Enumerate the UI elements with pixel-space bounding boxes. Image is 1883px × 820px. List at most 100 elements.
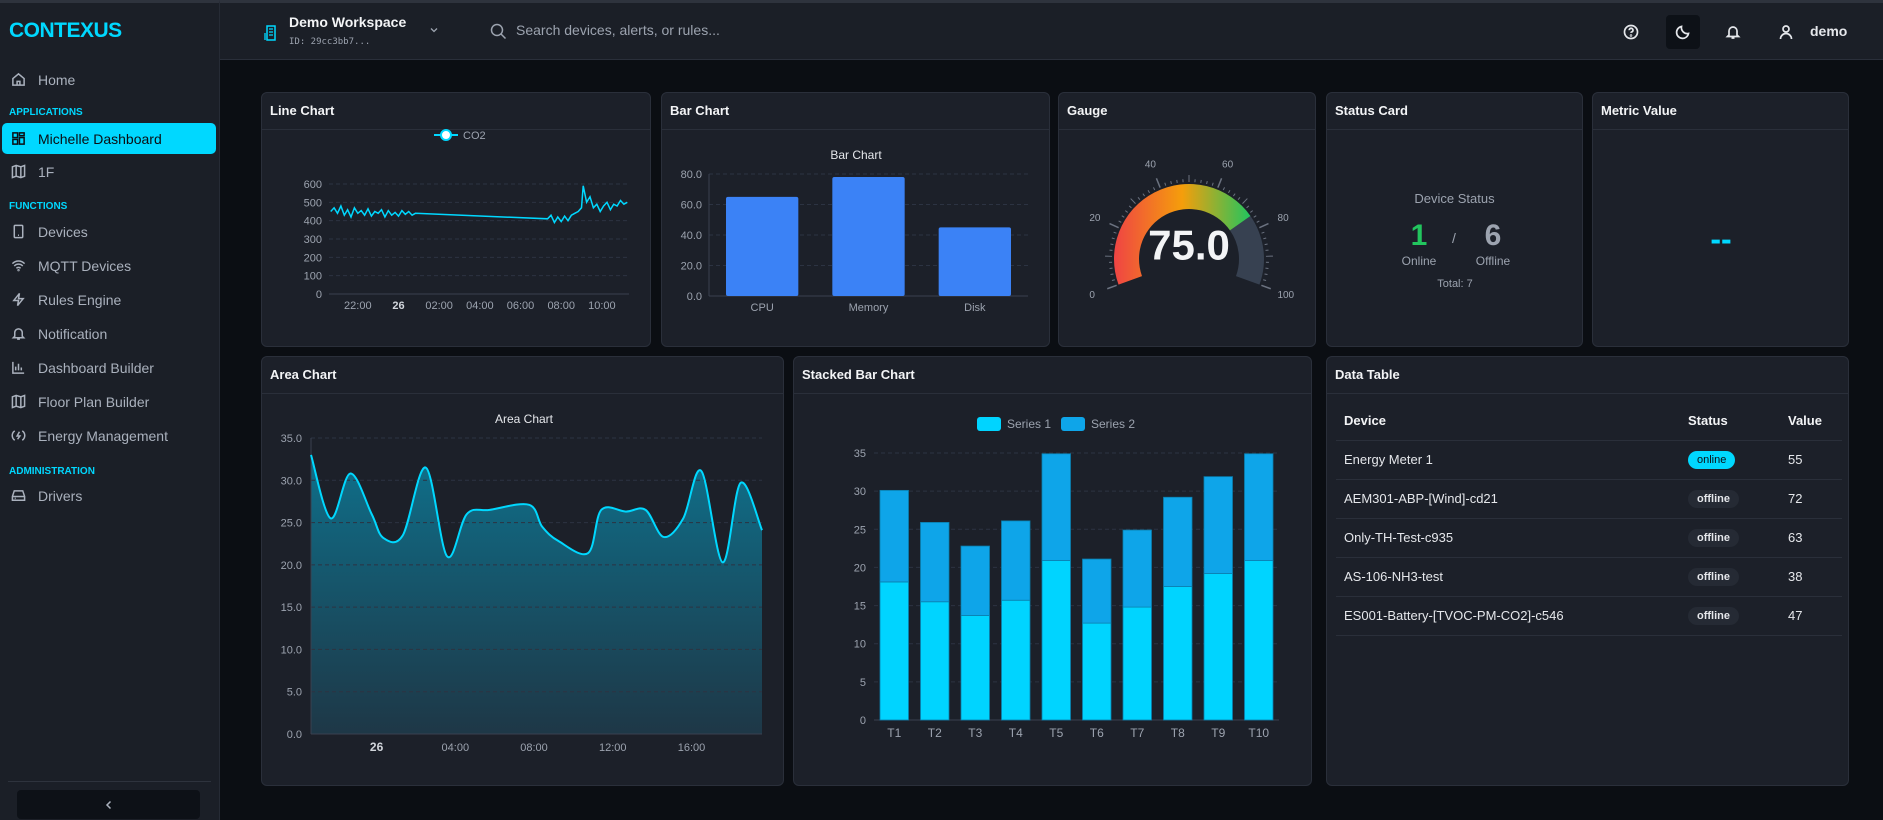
gauge-tick xyxy=(1110,273,1114,276)
y-tick-label: 25.0 xyxy=(281,518,302,530)
user-menu-button[interactable] xyxy=(1769,15,1803,49)
chart-title: Bar Chart xyxy=(830,148,882,162)
table-row[interactable]: AS-106-NH3-test offline 38 xyxy=(1336,557,1842,597)
sidebar-item-drivers[interactable]: Drivers xyxy=(2,480,216,511)
bell-icon xyxy=(1725,26,1741,39)
gauge-tick xyxy=(1259,222,1269,229)
y-tick-label: 35 xyxy=(854,448,866,460)
x-tick-label: 04:00 xyxy=(442,742,470,754)
device-name: AS-106-NH3-test xyxy=(1336,557,1680,597)
offline-count: 6 xyxy=(1484,219,1502,252)
device-value: 47 xyxy=(1780,596,1842,636)
sidebar-item-energy-management[interactable]: Energy Management xyxy=(2,420,216,451)
widget-title: Status Card xyxy=(1335,103,1408,118)
x-tick-label: 26 xyxy=(392,300,404,312)
bar-disk xyxy=(938,227,1011,296)
y-tick-label: 0.0 xyxy=(687,291,702,303)
sidebar-item-devices[interactable]: Devices xyxy=(2,216,216,247)
user-icon xyxy=(1779,25,1793,40)
sidebar-item-notification[interactable]: Notification xyxy=(2,318,216,349)
sidebar-item-1f[interactable]: 1F xyxy=(2,156,216,187)
energy-icon xyxy=(10,430,26,441)
sidebar-item-home[interactable]: Home xyxy=(2,64,216,95)
device-value: 63 xyxy=(1780,518,1842,558)
x-tick-label: T1 xyxy=(887,726,901,740)
sidebar-item-label: Devices xyxy=(38,223,88,240)
widget-title: Data Table xyxy=(1335,367,1400,382)
total-count: Total: 7 xyxy=(1437,278,1473,290)
gauge-tick xyxy=(1206,180,1208,185)
y-tick-label: 20 xyxy=(854,562,866,574)
sidebar-item-dashboard-builder[interactable]: Dashboard Builder xyxy=(2,352,216,383)
theme-toggle-button[interactable] xyxy=(1666,15,1700,49)
area-chart-widget: Area Chart Area Chart 0.0 5.0 10.0 15.0 20.0 2… xyxy=(261,356,784,786)
chevron-left-icon xyxy=(105,800,111,809)
building-icon xyxy=(264,25,278,46)
table-row[interactable]: Energy Meter 1 online 55 xyxy=(1336,440,1842,480)
gauge-tick xyxy=(1217,178,1223,188)
user-name[interactable]: demo xyxy=(1810,23,1848,39)
sidebar-item-label: Home xyxy=(38,71,76,88)
bar-t8-series-2 xyxy=(1163,496,1193,587)
gauge-tick-label: 20 xyxy=(1089,213,1101,224)
sidebar-item-label: Michelle Dashboard xyxy=(38,130,162,147)
y-tick-label: 0 xyxy=(860,715,866,727)
y-tick-label: 10.0 xyxy=(281,644,302,656)
map-icon xyxy=(11,394,25,409)
y-tick-label: 80.0 xyxy=(681,169,702,181)
bar-chart-widget: Bar Chart Bar Chart 0.0 20.0 40.0 60.0 80.0 CP… xyxy=(661,92,1050,347)
y-tick-label: 30 xyxy=(854,486,866,498)
search-icon xyxy=(490,23,507,45)
dashboard-grid-icon xyxy=(11,132,25,145)
logo: CONTEXUS xyxy=(9,19,122,42)
sidebar-item-floor-plan-builder[interactable]: Floor Plan Builder xyxy=(2,386,216,417)
widget-title: Area Chart xyxy=(270,367,337,382)
legend-swatch-series-2 xyxy=(1061,417,1085,431)
help-button[interactable] xyxy=(1614,15,1648,49)
gauge-tick xyxy=(1232,193,1236,197)
y-tick-label: 100 xyxy=(304,271,322,283)
notifications-button[interactable] xyxy=(1716,15,1750,49)
help-icon xyxy=(1623,24,1639,40)
x-tick-label: 08:00 xyxy=(547,300,575,312)
bar-memory xyxy=(832,177,905,296)
x-tick-label: Memory xyxy=(849,302,889,314)
gauge-tick xyxy=(1142,193,1146,197)
x-tick-label: CPU xyxy=(751,302,774,314)
chart-title: Area Chart xyxy=(495,412,554,426)
search-input[interactable] xyxy=(516,22,916,38)
gauge-tick-label: 0 xyxy=(1089,290,1095,301)
online-count: 1 xyxy=(1410,219,1428,252)
workspace-name[interactable]: Demo Workspace xyxy=(289,14,407,30)
widget-title: Gauge xyxy=(1067,103,1108,118)
y-tick-label: 40.0 xyxy=(681,230,702,242)
sidebar-item-michelle-dashboard[interactable]: Michelle Dashboard xyxy=(2,123,216,154)
gauge: 0 20 40 60 80 100 75.0 xyxy=(1089,160,1294,302)
sidebar-item-label: MQTT Devices xyxy=(38,257,132,274)
collapse-sidebar-button[interactable] xyxy=(17,790,200,819)
sidebar-item-rules-engine[interactable]: Rules Engine xyxy=(2,284,216,315)
stacked-bar-chart-widget: Stacked Bar Chart Series 1 Series 2 0 5 10 15… xyxy=(793,356,1312,786)
sidebar-item-mqtt-devices[interactable]: MQTT Devices xyxy=(2,250,216,281)
bar-t1-series-1 xyxy=(879,581,909,721)
y-tick-label: 600 xyxy=(304,179,322,191)
gauge-tick xyxy=(1264,273,1268,276)
sidebar-item-label: 1F xyxy=(38,163,55,180)
lightning-icon xyxy=(11,292,25,307)
table-row[interactable]: AEM301-ABP-[Wind]-cd21 offline 72 xyxy=(1336,479,1842,519)
table-row[interactable]: Only-TH-Test-c935 offline 63 xyxy=(1336,518,1842,558)
x-tick-label: T3 xyxy=(968,726,982,740)
y-tick-label: 20.0 xyxy=(681,261,702,273)
y-tick-label: 30.0 xyxy=(281,475,302,487)
x-tick-label: 16:00 xyxy=(678,742,706,754)
bar-chart: Bar Chart 0.0 20.0 40.0 60.0 80.0 CPU Memory Dis… xyxy=(681,148,1028,314)
table-row[interactable]: ES001-Battery-[TVOC-PM-CO2]-c546 offline 4… xyxy=(1336,596,1842,636)
bar-t9-series-2 xyxy=(1203,476,1233,574)
workspace-dropdown-chevron-icon[interactable] xyxy=(428,23,440,41)
status-cell: online xyxy=(1680,440,1780,480)
device-value: 38 xyxy=(1780,557,1842,597)
sidebar-item-label: Notification xyxy=(38,325,108,342)
bar-t10-series-2 xyxy=(1244,453,1274,561)
y-tick-label: 20.0 xyxy=(281,560,302,572)
x-tick-label: T8 xyxy=(1171,726,1185,740)
